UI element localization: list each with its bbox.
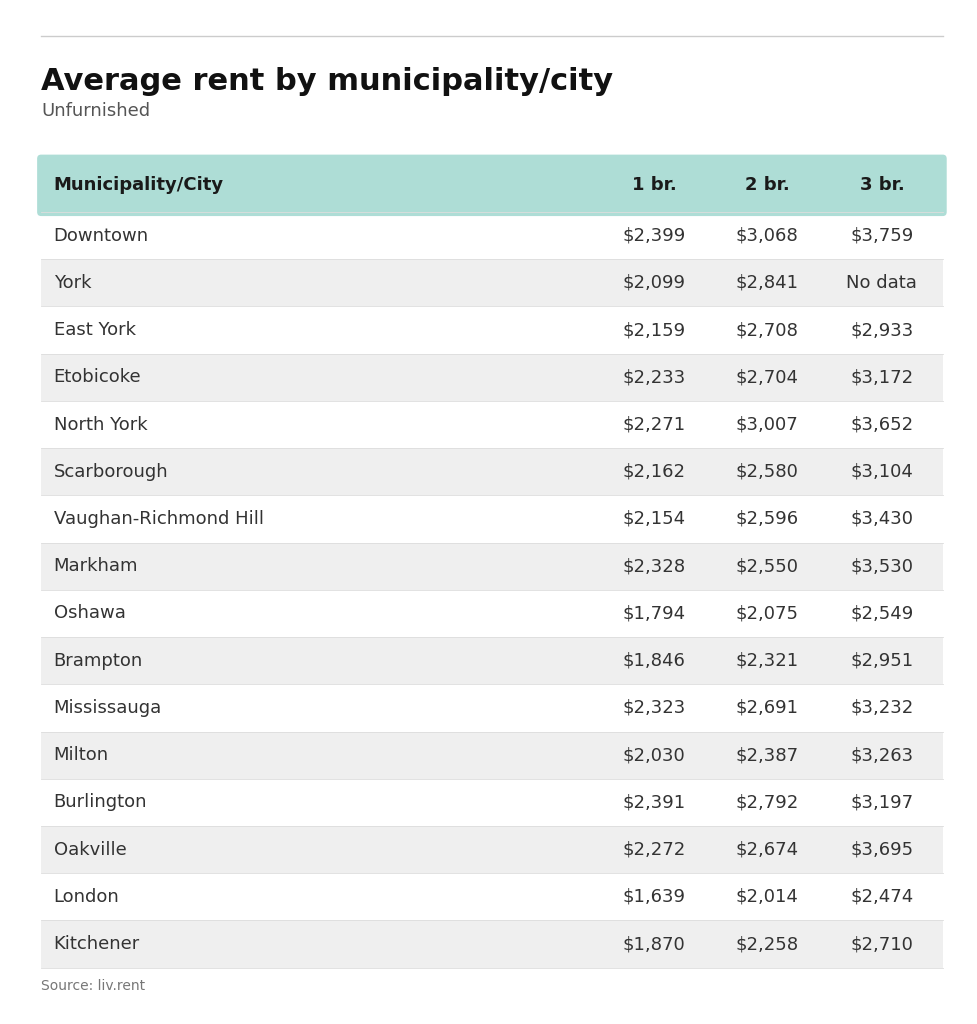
Text: $2,550: $2,550 bbox=[736, 557, 798, 575]
Text: $2,075: $2,075 bbox=[736, 604, 798, 623]
Text: $1,794: $1,794 bbox=[622, 604, 686, 623]
Text: $2,474: $2,474 bbox=[850, 888, 913, 906]
Text: $2,030: $2,030 bbox=[623, 746, 686, 764]
Text: Brampton: Brampton bbox=[54, 651, 143, 670]
Text: Oshawa: Oshawa bbox=[54, 604, 126, 623]
Text: $2,272: $2,272 bbox=[622, 841, 686, 858]
Text: $2,328: $2,328 bbox=[622, 557, 686, 575]
Text: Municipality/City: Municipality/City bbox=[54, 176, 224, 195]
Text: No data: No data bbox=[846, 273, 917, 292]
Text: 3 br.: 3 br. bbox=[860, 176, 905, 195]
Text: $2,014: $2,014 bbox=[736, 888, 798, 906]
Text: 2 br.: 2 br. bbox=[744, 176, 789, 195]
Text: $2,154: $2,154 bbox=[622, 510, 686, 528]
Text: $2,391: $2,391 bbox=[622, 794, 686, 811]
Text: $2,159: $2,159 bbox=[622, 322, 686, 339]
Text: Etobicoke: Etobicoke bbox=[54, 369, 142, 386]
Text: $2,580: $2,580 bbox=[736, 463, 798, 480]
Text: $3,759: $3,759 bbox=[850, 226, 913, 245]
Text: $2,271: $2,271 bbox=[622, 416, 686, 433]
Text: $2,162: $2,162 bbox=[622, 463, 686, 480]
Text: $2,704: $2,704 bbox=[736, 369, 798, 386]
Text: $3,232: $3,232 bbox=[850, 699, 913, 717]
Text: $2,399: $2,399 bbox=[622, 226, 686, 245]
Text: London: London bbox=[54, 888, 119, 906]
Text: $2,708: $2,708 bbox=[736, 322, 798, 339]
Text: Markham: Markham bbox=[54, 557, 138, 575]
Text: Scarborough: Scarborough bbox=[54, 463, 168, 480]
Text: $3,530: $3,530 bbox=[850, 557, 913, 575]
Text: $3,652: $3,652 bbox=[850, 416, 913, 433]
Text: $2,596: $2,596 bbox=[736, 510, 798, 528]
Text: Milton: Milton bbox=[54, 746, 108, 764]
Text: $3,104: $3,104 bbox=[851, 463, 913, 480]
Text: Average rent by municipality/city: Average rent by municipality/city bbox=[41, 67, 614, 95]
Text: Kitchener: Kitchener bbox=[54, 935, 140, 953]
Text: $2,933: $2,933 bbox=[850, 322, 913, 339]
Text: $2,387: $2,387 bbox=[736, 746, 798, 764]
Text: $2,099: $2,099 bbox=[622, 273, 686, 292]
Text: $2,258: $2,258 bbox=[736, 935, 798, 953]
Text: $2,691: $2,691 bbox=[736, 699, 798, 717]
Text: $2,951: $2,951 bbox=[850, 651, 913, 670]
Text: $2,792: $2,792 bbox=[736, 794, 798, 811]
Text: North York: North York bbox=[54, 416, 148, 433]
Text: $3,068: $3,068 bbox=[736, 226, 798, 245]
Text: $1,870: $1,870 bbox=[623, 935, 686, 953]
Text: $3,263: $3,263 bbox=[850, 746, 913, 764]
Text: $2,323: $2,323 bbox=[622, 699, 686, 717]
Text: 1 br.: 1 br. bbox=[632, 176, 677, 195]
Text: $3,695: $3,695 bbox=[850, 841, 913, 858]
Text: York: York bbox=[54, 273, 91, 292]
Text: $3,430: $3,430 bbox=[850, 510, 913, 528]
Text: $2,674: $2,674 bbox=[736, 841, 798, 858]
Text: $3,197: $3,197 bbox=[850, 794, 913, 811]
Text: East York: East York bbox=[54, 322, 136, 339]
Text: Burlington: Burlington bbox=[54, 794, 148, 811]
Text: Source: liv.rent: Source: liv.rent bbox=[41, 979, 146, 993]
Text: $2,233: $2,233 bbox=[622, 369, 686, 386]
Text: Downtown: Downtown bbox=[54, 226, 149, 245]
Text: Oakville: Oakville bbox=[54, 841, 126, 858]
Text: $2,549: $2,549 bbox=[850, 604, 913, 623]
Text: $2,321: $2,321 bbox=[736, 651, 798, 670]
Text: $2,710: $2,710 bbox=[851, 935, 913, 953]
Text: Vaughan-Richmond Hill: Vaughan-Richmond Hill bbox=[54, 510, 264, 528]
Text: Mississauga: Mississauga bbox=[54, 699, 162, 717]
Text: $3,007: $3,007 bbox=[736, 416, 798, 433]
Text: $1,639: $1,639 bbox=[622, 888, 686, 906]
Text: Unfurnished: Unfurnished bbox=[41, 102, 150, 121]
Text: $3,172: $3,172 bbox=[850, 369, 913, 386]
Text: $2,841: $2,841 bbox=[736, 273, 798, 292]
Text: $1,846: $1,846 bbox=[622, 651, 686, 670]
